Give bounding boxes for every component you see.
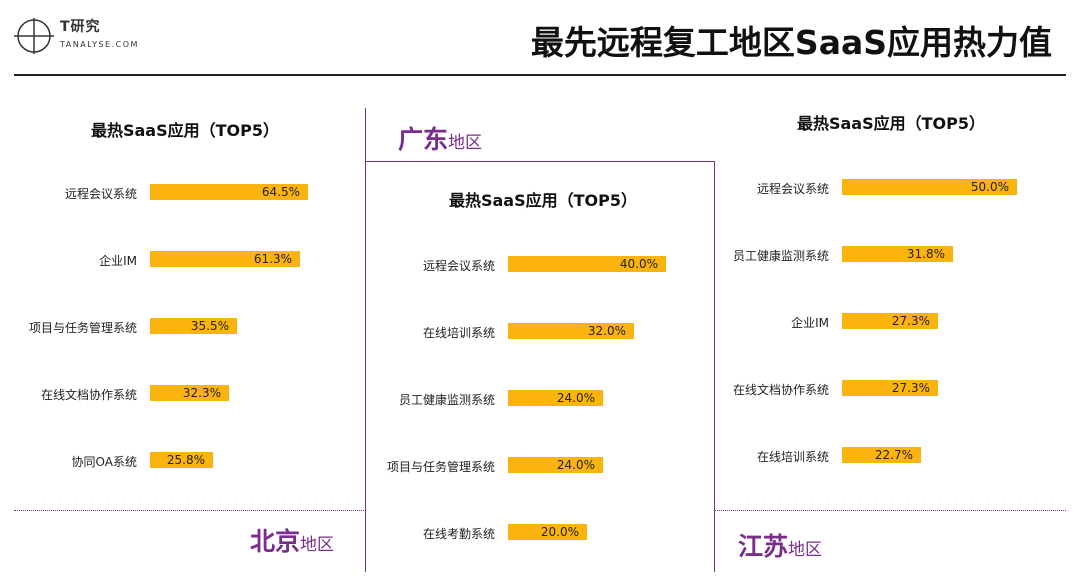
- logo-text: T研究: [60, 19, 101, 35]
- bar-category-label: 在线文档协作系统: [732, 383, 829, 397]
- divider-center-top: [365, 161, 715, 162]
- region-label-beijing: 北京地区: [250, 522, 334, 558]
- bar-category-label: 远程会议系统: [422, 259, 495, 273]
- bar-category-label: 员工健康监测系统: [398, 393, 495, 407]
- page-title: 最先远程复工地区SaaS应用热力值: [530, 23, 1052, 62]
- bar: [508, 323, 634, 339]
- bar-category-label: 项目与任务管理系统: [386, 460, 495, 474]
- logo-mark-icon: [14, 18, 54, 54]
- bar-value-label: 40.0%: [619, 257, 658, 271]
- bar-category-label: 在线培训系统: [422, 326, 495, 340]
- bar: [508, 256, 666, 272]
- region-label-jiangsu: 江苏地区: [738, 527, 822, 563]
- bar-category-label: 企业IM: [99, 254, 137, 268]
- bar-value-label: 35.5%: [190, 319, 229, 333]
- region-suffix: 地区: [788, 540, 823, 560]
- bar: [150, 251, 300, 267]
- bar-value-label: 20.0%: [540, 525, 579, 539]
- bar-category-label: 员工健康监测系统: [732, 249, 829, 263]
- bar-value-label: 64.5%: [261, 185, 300, 199]
- bar-category-label: 协同OA系统: [71, 455, 137, 469]
- region-name: 北京: [250, 527, 301, 556]
- chart-title: 最热SaaS应用（TOP5）: [796, 114, 986, 133]
- divider-right-bottom: [714, 510, 1066, 511]
- bar-category-label: 在线考勤系统: [422, 527, 495, 541]
- chart-title: 最热SaaS应用（TOP5）: [90, 121, 280, 140]
- bar-value-label: 61.3%: [253, 252, 292, 266]
- bar: [842, 313, 938, 329]
- bar-value-label: 22.7%: [874, 448, 913, 462]
- region-suffix: 地区: [448, 133, 483, 153]
- bar-category-label: 企业IM: [791, 316, 829, 330]
- logo-subtext: TANALYSE.COM: [60, 40, 139, 49]
- bar-category-label: 在线培训系统: [756, 450, 829, 464]
- bar: [508, 524, 587, 540]
- bar: [842, 179, 1017, 195]
- bar: [842, 447, 921, 463]
- bar: [150, 452, 213, 468]
- region-name: 江苏: [738, 532, 789, 561]
- chart-title: 最热SaaS应用（TOP5）: [448, 191, 638, 210]
- bar-category-label: 项目与任务管理系统: [28, 321, 137, 335]
- divider-right: [714, 162, 715, 572]
- title-divider: [14, 74, 1066, 76]
- bar-category-label: 在线文档协作系统: [40, 388, 137, 402]
- region-suffix: 地区: [300, 535, 335, 555]
- divider-left: [365, 108, 366, 572]
- bar-value-label: 24.0%: [556, 458, 595, 472]
- bar-value-label: 50.0%: [970, 180, 1009, 194]
- bar: [150, 385, 229, 401]
- bar-value-label: 32.3%: [182, 386, 221, 400]
- bar-value-label: 27.3%: [891, 314, 930, 328]
- bar-category-label: 远程会议系统: [756, 182, 829, 196]
- bar-value-label: 24.0%: [556, 391, 595, 405]
- bar-value-label: 27.3%: [891, 381, 930, 395]
- bar-value-label: 25.8%: [166, 453, 205, 467]
- bar: [508, 390, 603, 406]
- bar: [842, 246, 953, 262]
- bar: [842, 380, 938, 396]
- bar: [508, 457, 603, 473]
- logo: T研究 TANALYSE.COM: [12, 14, 152, 58]
- bar: [150, 184, 308, 200]
- bar-value-label: 31.8%: [906, 247, 945, 261]
- bar-category-label: 远程会议系统: [64, 187, 137, 201]
- region-label-guangdong: 广东地区: [398, 120, 482, 156]
- bar: [150, 318, 237, 334]
- divider-left-bottom: [14, 510, 366, 511]
- bar-value-label: 32.0%: [587, 324, 626, 338]
- region-name: 广东: [398, 125, 449, 154]
